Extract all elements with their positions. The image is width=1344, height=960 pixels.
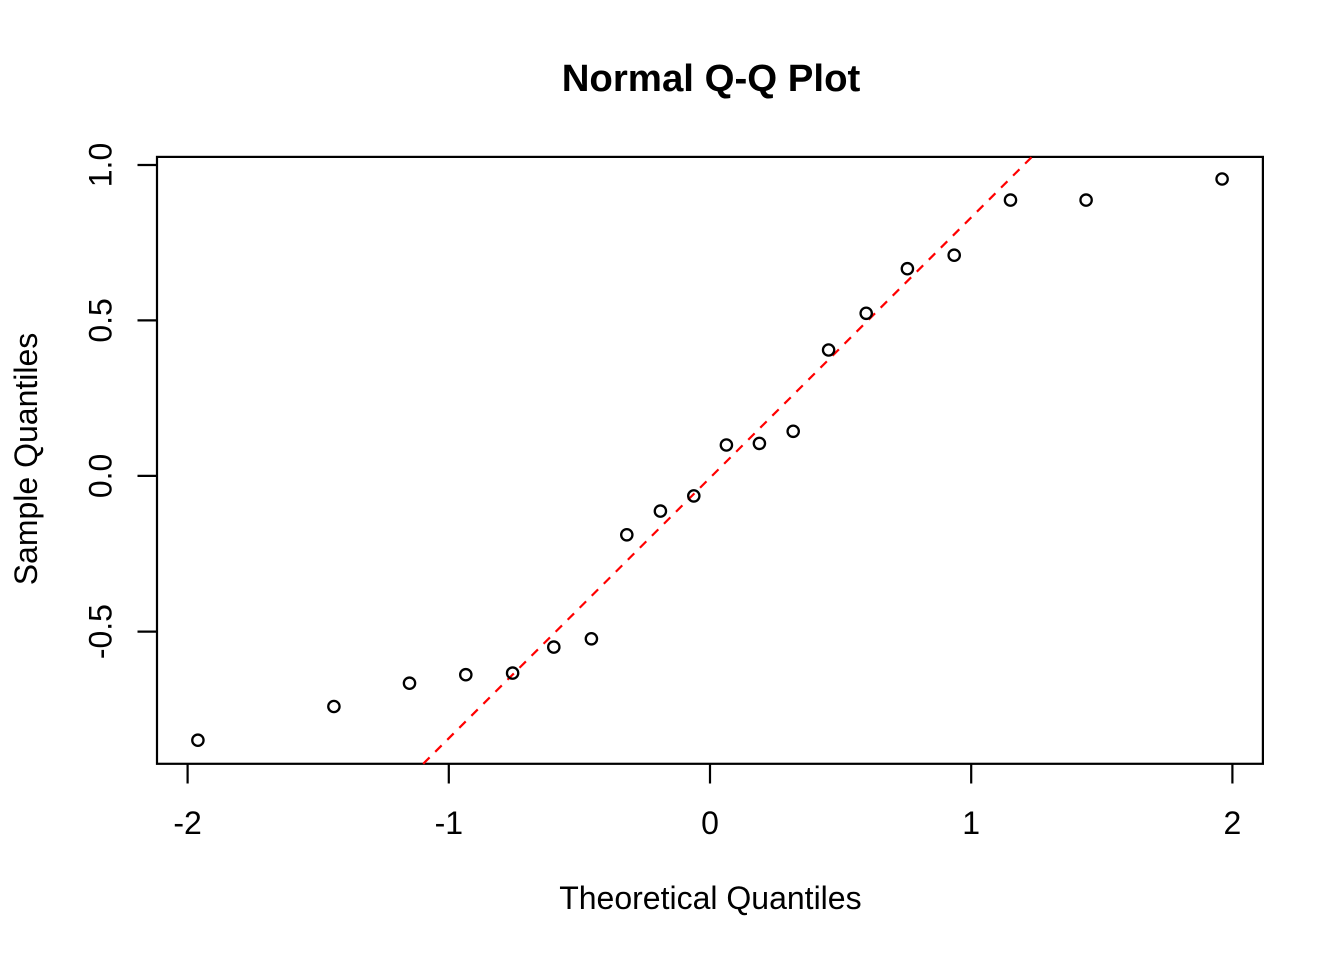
svg-text:Normal Q-Q Plot: Normal Q-Q Plot xyxy=(562,57,861,100)
svg-text:0: 0 xyxy=(701,805,719,841)
svg-text:-2: -2 xyxy=(173,805,201,841)
svg-text:1.0: 1.0 xyxy=(83,143,119,187)
svg-text:Theoretical Quantiles: Theoretical Quantiles xyxy=(559,880,861,916)
svg-text:-0.5: -0.5 xyxy=(83,604,119,659)
svg-text:Sample Quantiles: Sample Quantiles xyxy=(8,333,44,586)
svg-text:1: 1 xyxy=(962,805,980,841)
svg-text:2: 2 xyxy=(1224,805,1242,841)
svg-text:0.5: 0.5 xyxy=(83,298,119,342)
svg-text:-1: -1 xyxy=(435,805,463,841)
svg-text:0.0: 0.0 xyxy=(83,454,119,498)
